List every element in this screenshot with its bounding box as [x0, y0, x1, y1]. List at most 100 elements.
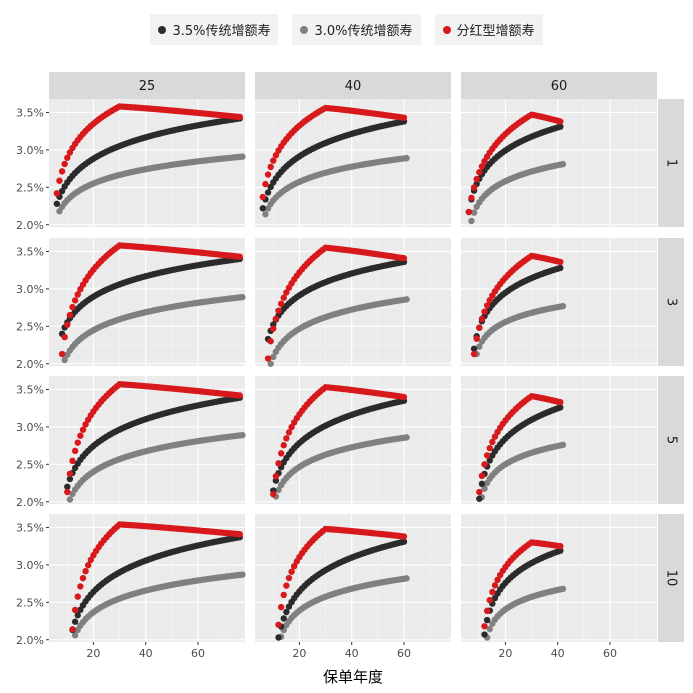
data-point — [559, 302, 567, 310]
data-point — [236, 531, 243, 538]
data-point — [61, 356, 68, 364]
x-tick-label: 20 — [86, 647, 100, 660]
data-point — [481, 461, 488, 468]
data-point — [264, 171, 272, 178]
y-tick-label: 3.5% — [16, 521, 44, 534]
y-tick-label: 3.0% — [16, 144, 44, 157]
data-point — [264, 189, 272, 196]
data-point — [64, 483, 71, 490]
legend-item: 3.0%传统增额寿 — [292, 14, 421, 45]
data-point — [470, 184, 478, 191]
data-point — [267, 163, 274, 171]
y-tick-label: 3.0% — [16, 283, 44, 296]
data-point — [69, 626, 76, 633]
legend-label: 分红型增额寿 — [456, 24, 535, 39]
data-point — [473, 175, 480, 183]
data-point — [400, 393, 408, 401]
panel-background — [255, 99, 451, 227]
y-tick-label: 3.0% — [16, 559, 44, 572]
legend-item: 分红型增额寿 — [434, 14, 543, 45]
data-point — [283, 435, 290, 442]
data-point — [264, 355, 272, 362]
data-point — [236, 392, 243, 399]
data-point — [557, 118, 564, 125]
data-point — [270, 157, 277, 164]
data-point — [85, 561, 92, 569]
y-tick-label: 2.5% — [16, 596, 44, 609]
data-point — [262, 180, 269, 188]
panel-background — [49, 99, 245, 227]
data-point — [280, 442, 287, 449]
legend-label: 3.5%传统增额寿 — [172, 24, 271, 39]
data-point — [239, 431, 246, 439]
data-point — [557, 258, 564, 266]
data-point — [288, 423, 295, 431]
legend-dot-icon — [442, 25, 451, 34]
row-strip-label: 5 — [664, 436, 679, 444]
y-tick-label: 2.5% — [16, 320, 44, 333]
data-point — [77, 583, 84, 590]
data-point — [468, 194, 475, 202]
data-point — [481, 308, 488, 315]
col-strip — [255, 72, 451, 99]
data-point — [400, 255, 408, 262]
col-strip-label: 40 — [345, 79, 362, 94]
data-point — [483, 302, 491, 309]
x-tick-label: 40 — [139, 647, 153, 660]
data-point — [280, 615, 287, 622]
data-point — [473, 335, 480, 342]
data-point — [557, 404, 564, 411]
panel-background — [255, 238, 451, 366]
row-strip — [658, 514, 684, 642]
data-point — [557, 398, 564, 406]
data-point — [66, 475, 74, 483]
data-point — [478, 480, 486, 488]
col-strip — [49, 72, 245, 99]
data-point — [476, 343, 483, 350]
data-point — [483, 607, 491, 615]
data-point — [71, 606, 79, 614]
data-point — [275, 460, 282, 467]
data-point — [476, 169, 483, 176]
x-tick-label: 60 — [191, 647, 205, 660]
data-point — [66, 496, 74, 503]
data-point — [64, 488, 71, 496]
data-point — [481, 631, 488, 638]
data-point — [77, 286, 84, 293]
data-point — [476, 488, 483, 496]
data-point — [267, 360, 274, 367]
data-point — [270, 325, 277, 332]
data-point — [470, 209, 478, 216]
data-point — [478, 472, 486, 480]
data-point — [69, 303, 76, 311]
x-tick-label: 20 — [292, 647, 306, 660]
data-point — [489, 438, 496, 446]
data-point — [559, 441, 567, 449]
data-point — [470, 345, 478, 352]
data-point — [58, 187, 66, 195]
data-point — [486, 444, 493, 452]
data-point — [267, 338, 274, 345]
data-point — [465, 208, 473, 216]
data-point — [61, 333, 68, 341]
data-point — [491, 582, 499, 589]
y-tick-label: 2.5% — [16, 458, 44, 471]
x-tick-label: 60 — [397, 647, 411, 660]
data-point — [66, 311, 74, 319]
row-strip-label: 3 — [664, 298, 679, 306]
data-point — [71, 447, 79, 455]
data-point — [277, 603, 285, 611]
data-point — [478, 315, 486, 323]
data-point — [403, 296, 410, 303]
row-strip-label: 10 — [664, 570, 679, 587]
data-point — [494, 576, 501, 584]
x-tick-label: 20 — [498, 647, 512, 660]
data-point — [468, 217, 475, 225]
data-point — [61, 160, 68, 168]
data-point — [74, 439, 81, 446]
data-point — [239, 571, 246, 578]
row-strip-label: 1 — [664, 159, 679, 167]
data-point — [559, 160, 567, 168]
y-tick-label: 3.5% — [16, 106, 44, 119]
